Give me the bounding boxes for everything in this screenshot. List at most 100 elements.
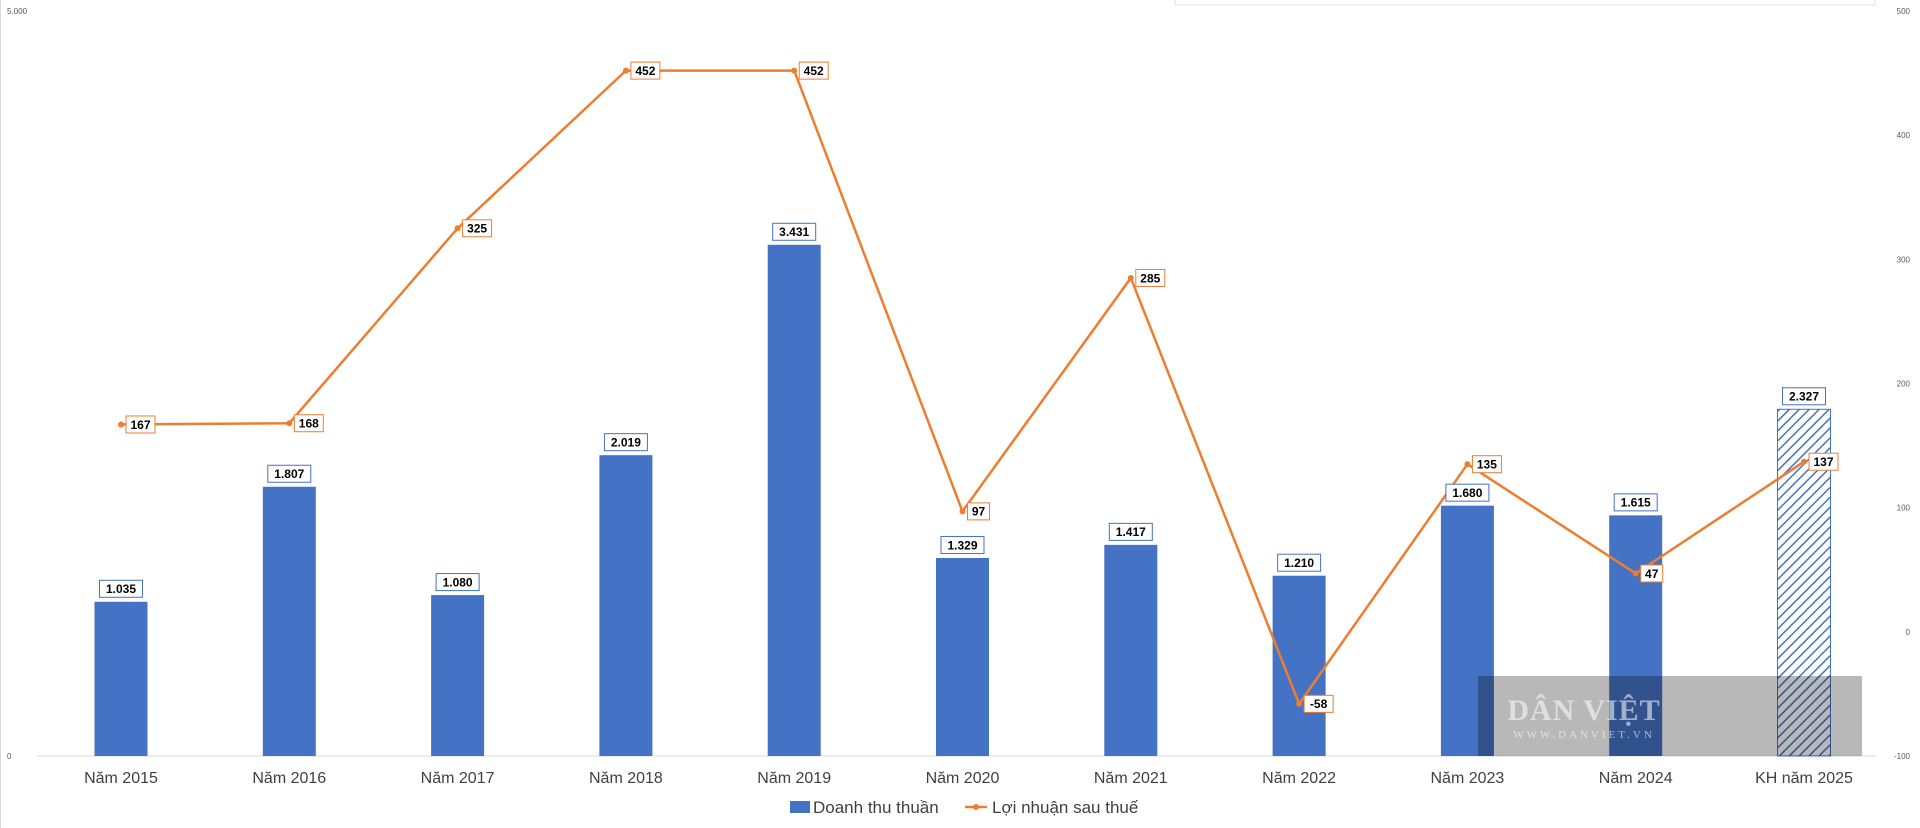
data-label-box xyxy=(603,433,648,452)
data-label-box xyxy=(267,464,312,483)
bar-data-label: 1.417 xyxy=(1108,522,1153,541)
data-label-box xyxy=(125,415,156,434)
data-label-text: 47 xyxy=(1645,567,1659,581)
bar xyxy=(599,455,653,756)
bar-data-label: 1.080 xyxy=(435,573,480,592)
data-label-text: 285 xyxy=(1140,271,1160,285)
data-label-text: 135 xyxy=(1477,458,1497,472)
data-label-box xyxy=(967,502,990,521)
watermark-logo-text: DÂN VIỆT xyxy=(1507,694,1660,727)
y-right-tick-label: 0 xyxy=(1906,628,1911,637)
data-label-box xyxy=(1108,522,1153,541)
bar-data-label: 1.210 xyxy=(1277,553,1322,572)
data-label-text: 137 xyxy=(1813,455,1833,469)
line-point xyxy=(1632,570,1639,577)
category-label: Năm 2020 xyxy=(926,770,1000,787)
data-label-text: 1.680 xyxy=(1452,486,1482,500)
bar-data-label: 1.329 xyxy=(940,535,985,554)
bar xyxy=(767,244,821,756)
category-label: Năm 2021 xyxy=(1094,770,1168,787)
bar xyxy=(936,557,989,756)
bar xyxy=(1104,544,1158,756)
category-label: Năm 2017 xyxy=(421,770,495,787)
data-label-box xyxy=(630,61,661,80)
data-label-box xyxy=(435,573,480,592)
line-data-label: -58 xyxy=(1303,694,1334,713)
bar-series xyxy=(94,244,1831,757)
legend: Doanh thu thuần Lợi nhuận sau thuế xyxy=(790,798,1139,817)
data-label-text: 1.035 xyxy=(106,582,136,596)
watermark-url: WWW.DANVIET.VN xyxy=(1513,729,1655,741)
bar xyxy=(262,486,316,756)
bar xyxy=(1272,575,1326,756)
line-data-label: 285 xyxy=(1135,268,1166,287)
data-label-text: 452 xyxy=(804,64,824,78)
bar-data-label: 2.327 xyxy=(1782,387,1826,406)
data-label-text: 1.615 xyxy=(1621,496,1651,510)
y-right-tick-label: 100 xyxy=(1897,504,1911,513)
bar xyxy=(94,601,148,756)
y-right-tick-label: 400 xyxy=(1897,131,1911,140)
bar-data-label: 1.035 xyxy=(99,579,143,598)
bar xyxy=(1440,505,1494,756)
y-left-tick-label: 0 xyxy=(7,752,12,761)
data-label-box xyxy=(1613,493,1658,512)
bar-data-label: 1.680 xyxy=(1445,483,1490,502)
bar-data-label: 1.615 xyxy=(1613,493,1658,512)
data-label-box xyxy=(1277,553,1322,572)
y-right-tick-label: 500 xyxy=(1897,7,1911,16)
line-data-label: 97 xyxy=(967,502,990,521)
line-point xyxy=(959,508,966,515)
data-label-text: 3.431 xyxy=(779,225,809,239)
y-axis-left: 0 5.000 xyxy=(7,7,28,761)
y-right-tick-label: 200 xyxy=(1897,380,1911,389)
data-label-text: -58 xyxy=(1310,697,1328,711)
category-label: Năm 2016 xyxy=(252,770,326,787)
category-label: KH năm 2025 xyxy=(1755,770,1853,787)
data-label-text: 1.210 xyxy=(1284,556,1314,570)
category-label: Năm 2015 xyxy=(84,770,158,787)
line-data-label: 325 xyxy=(462,219,493,238)
data-label-text: 325 xyxy=(467,222,487,236)
data-label-box xyxy=(798,61,829,80)
line-data-label: 167 xyxy=(125,415,156,434)
data-label-text: 168 xyxy=(299,417,319,431)
legend-label-line: Lợi nhuận sau thuế xyxy=(992,798,1139,817)
category-label: Năm 2024 xyxy=(1599,770,1673,787)
category-label: Năm 2022 xyxy=(1262,770,1336,787)
line-point xyxy=(118,421,124,428)
bar-data-label: 3.431 xyxy=(772,222,817,241)
line-point xyxy=(791,67,798,74)
data-label-box xyxy=(99,579,143,598)
legend-swatch-marker xyxy=(973,804,979,810)
category-label: Năm 2018 xyxy=(589,770,663,787)
data-label-box xyxy=(1471,455,1502,474)
bar xyxy=(431,595,485,756)
line-point xyxy=(1801,458,1807,465)
line-data-label: 47 xyxy=(1640,564,1664,583)
data-label-box xyxy=(940,535,985,554)
data-label-text: 97 xyxy=(972,505,986,519)
data-label-text: 2.019 xyxy=(611,435,641,449)
line-data-label: 452 xyxy=(798,61,829,80)
data-label-box xyxy=(1640,564,1664,583)
data-label-text: 1.807 xyxy=(274,467,304,481)
line-data-label: 137 xyxy=(1808,452,1839,471)
data-label-text: 1.329 xyxy=(947,538,977,552)
data-label-box xyxy=(1808,452,1839,471)
y-right-tick-label: -100 xyxy=(1894,752,1911,761)
data-label-text: 2.327 xyxy=(1789,390,1819,404)
title-box-edge xyxy=(1174,0,1876,6)
watermark: DÂN VIỆT WWW.DANVIET.VN xyxy=(1478,676,1862,756)
data-labels: 1.035 1.807 1.080 2.019 3.431 1.329 1.417 1.210… xyxy=(99,61,1839,713)
legend-label-bar: Doanh thu thuần xyxy=(813,798,939,817)
data-label-box xyxy=(1135,268,1166,287)
line-point xyxy=(286,420,293,427)
line-data-label: 168 xyxy=(293,414,324,433)
y-axis-right: -100 0 100 200 300 400 500 xyxy=(1894,7,1911,761)
y-left-tick-label: 5.000 xyxy=(7,7,28,16)
line-point xyxy=(622,67,629,74)
data-label-text: 1.080 xyxy=(443,575,473,589)
x-axis-categories: Năm 2015 Năm 2016 Năm 2017 Năm 2018 Năm 2019… xyxy=(84,770,1853,787)
